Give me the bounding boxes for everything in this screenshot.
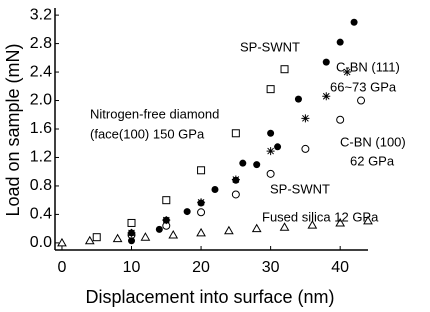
point [239, 159, 247, 167]
x-tick-label: 20 [192, 259, 210, 276]
point [168, 230, 179, 239]
y-tick-label: 2.8 [30, 35, 52, 52]
annotation: Nitrogen-free diamond [90, 106, 219, 121]
point [197, 208, 206, 217]
point [363, 215, 373, 225]
point [294, 95, 302, 103]
point [112, 233, 123, 243]
point [197, 199, 205, 207]
point [232, 176, 240, 184]
point [231, 129, 240, 138]
point [322, 58, 330, 66]
point [301, 144, 310, 153]
y-tick-label: 3.2 [30, 6, 52, 23]
point [266, 169, 275, 178]
point [357, 96, 366, 105]
annotation: SP-SWNT [240, 39, 300, 54]
point [162, 196, 171, 205]
annotation: Fused silica 12 GPa [262, 209, 379, 224]
annotation: C-BN (111) [336, 59, 400, 74]
point [127, 218, 136, 227]
point [343, 68, 352, 77]
point [322, 92, 331, 101]
point [266, 85, 275, 94]
point [335, 217, 346, 227]
point [183, 208, 191, 216]
y-tick-label: 1.6 [30, 120, 52, 137]
point [253, 161, 261, 169]
y-tick-label: 2.0 [30, 92, 52, 109]
point [274, 143, 282, 151]
annotation: SP-SWNT [270, 181, 330, 196]
point [128, 229, 136, 237]
point [128, 237, 136, 245]
y-axis-label: Load on sample (mN) [3, 43, 23, 216]
x-tick-label: 40 [331, 259, 349, 276]
y-tick-label: 1.2 [30, 149, 52, 166]
y-tick-label: 0.0 [30, 234, 52, 251]
point [224, 225, 234, 235]
annotation: (face(100) 150 GPa [90, 126, 205, 141]
point [280, 65, 289, 74]
point [197, 166, 206, 175]
point [196, 227, 206, 237]
point [57, 237, 67, 247]
x-axis-label: Displacement into surface (nm) [85, 287, 334, 307]
point [279, 222, 290, 231]
point [251, 223, 262, 233]
y-tick-label: 0.8 [30, 177, 52, 194]
annotation: 62 GPa [350, 153, 395, 168]
point [336, 115, 345, 124]
point [92, 233, 101, 242]
point [84, 235, 95, 245]
point [301, 114, 310, 123]
point [162, 216, 170, 224]
y-tick-label: 0.4 [30, 206, 52, 223]
point [266, 147, 275, 156]
point [350, 18, 358, 26]
point [211, 186, 219, 193]
x-tick-label: 0 [58, 259, 67, 276]
point [307, 220, 318, 229]
point [155, 225, 163, 233]
point [336, 38, 344, 46]
annotation: C-BN (100) [340, 134, 406, 149]
point [267, 129, 275, 137]
x-tick-label: 10 [123, 259, 141, 276]
x-tick-label: 30 [262, 259, 280, 276]
annotation: 66~73 GPa [330, 79, 397, 94]
point [140, 232, 151, 241]
y-tick-label: 2.4 [30, 63, 52, 80]
point [231, 190, 240, 199]
